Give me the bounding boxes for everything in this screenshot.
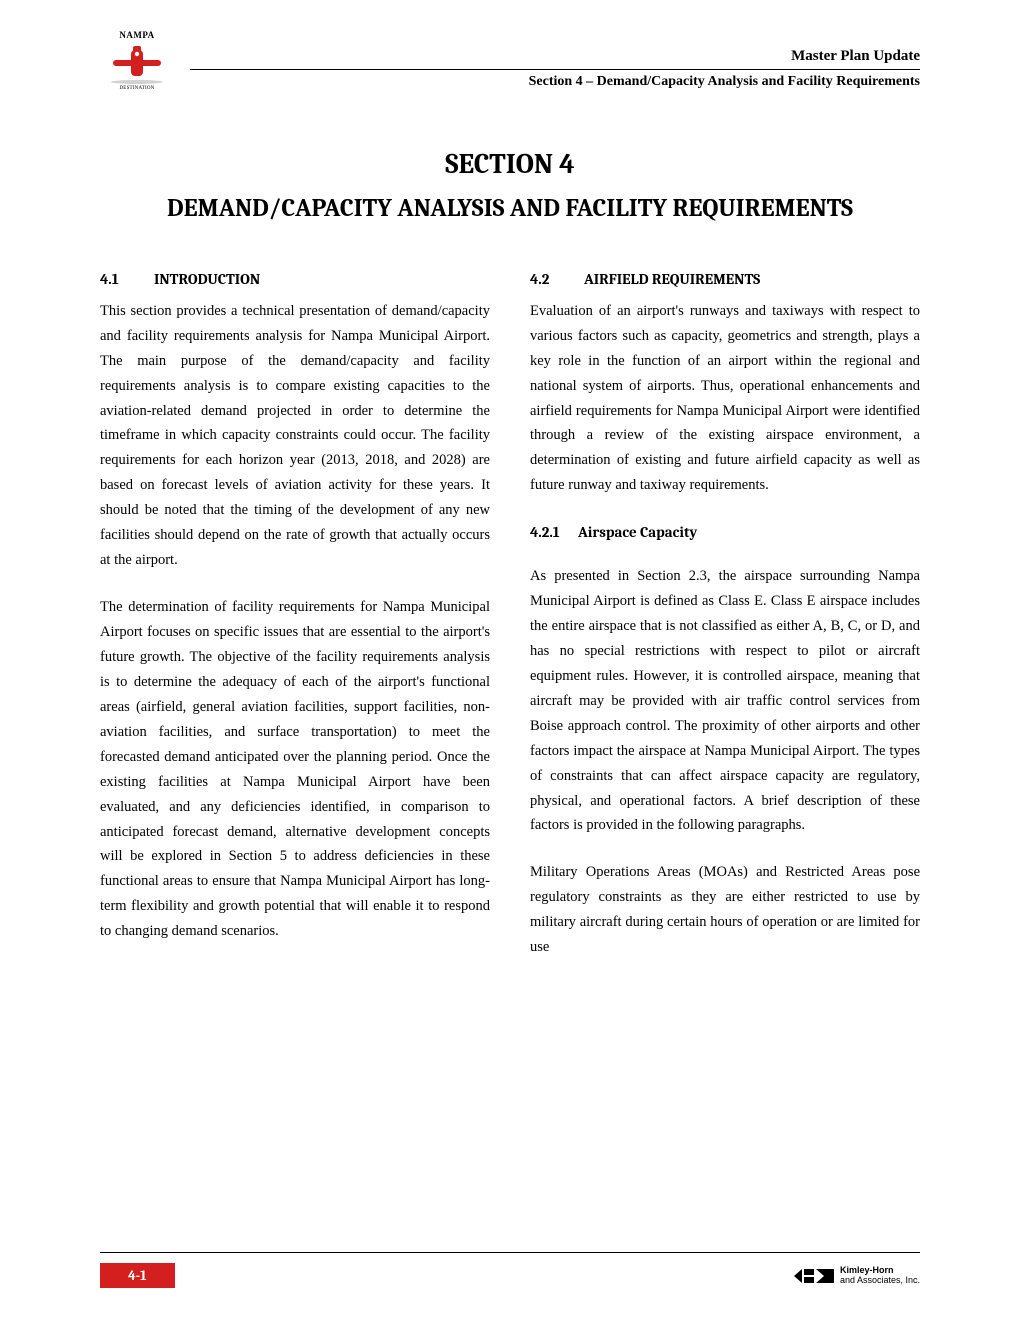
heading-number: 4.1 <box>100 267 154 293</box>
header-title: Master Plan Update <box>100 48 920 69</box>
logo-subtext: DESTINATION <box>100 86 174 91</box>
right-column: 4.2AIRFIELD REQUIREMENTS Evaluation of a… <box>530 267 920 960</box>
paragraph: This section provides a technical presen… <box>100 299 490 573</box>
heading-4-2: 4.2AIRFIELD REQUIREMENTS <box>530 267 920 293</box>
heading-number: 4.2 <box>530 267 584 293</box>
body-columns: 4.1INTRODUCTION This section provides a … <box>100 267 920 960</box>
page-header: NAMPA DESTINATION Master Plan Update Sec… <box>100 30 920 98</box>
page-footer: 4-1 Kimley-Horn and Associates, Inc. <box>100 1252 920 1288</box>
kimley-horn-text: Kimley-Horn and Associates, Inc. <box>840 1266 920 1285</box>
subheading-text: Airspace Capacity <box>578 523 697 541</box>
left-column: 4.1INTRODUCTION This section provides a … <box>100 267 490 960</box>
heading-text: AIRFIELD REQUIREMENTS <box>584 270 760 288</box>
page-number-badge: 4-1 <box>100 1263 175 1288</box>
paragraph: Military Operations Areas (MOAs) and Res… <box>530 860 920 960</box>
logo-text: NAMPA <box>100 30 174 40</box>
heading-4-2-1: 4.2.1Airspace Capacity <box>530 520 920 546</box>
paragraph: Evaluation of an airport's runways and t… <box>530 299 920 499</box>
kimley-horn-mark-icon <box>794 1267 834 1285</box>
nampa-logo: NAMPA DESTINATION <box>100 30 174 108</box>
section-label: SECTION 4 <box>100 148 920 180</box>
footer-rule <box>100 1252 920 1253</box>
subheading-number: 4.2.1 <box>530 520 578 546</box>
airplane-icon <box>107 42 167 84</box>
header-subtitle: Section 4 – Demand/Capacity Analysis and… <box>100 74 920 90</box>
kimley-horn-logo: Kimley-Horn and Associates, Inc. <box>794 1266 920 1285</box>
heading-4-1: 4.1INTRODUCTION <box>100 267 490 293</box>
company-line-2: and Associates, Inc. <box>840 1276 920 1285</box>
header-rule <box>190 69 920 70</box>
section-title: DEMAND/CAPACITY ANALYSIS AND FACILITY RE… <box>100 194 920 223</box>
heading-text: INTRODUCTION <box>154 270 260 288</box>
paragraph: The determination of facility requiremen… <box>100 595 490 944</box>
paragraph: As presented in Section 2.3, the airspac… <box>530 564 920 838</box>
